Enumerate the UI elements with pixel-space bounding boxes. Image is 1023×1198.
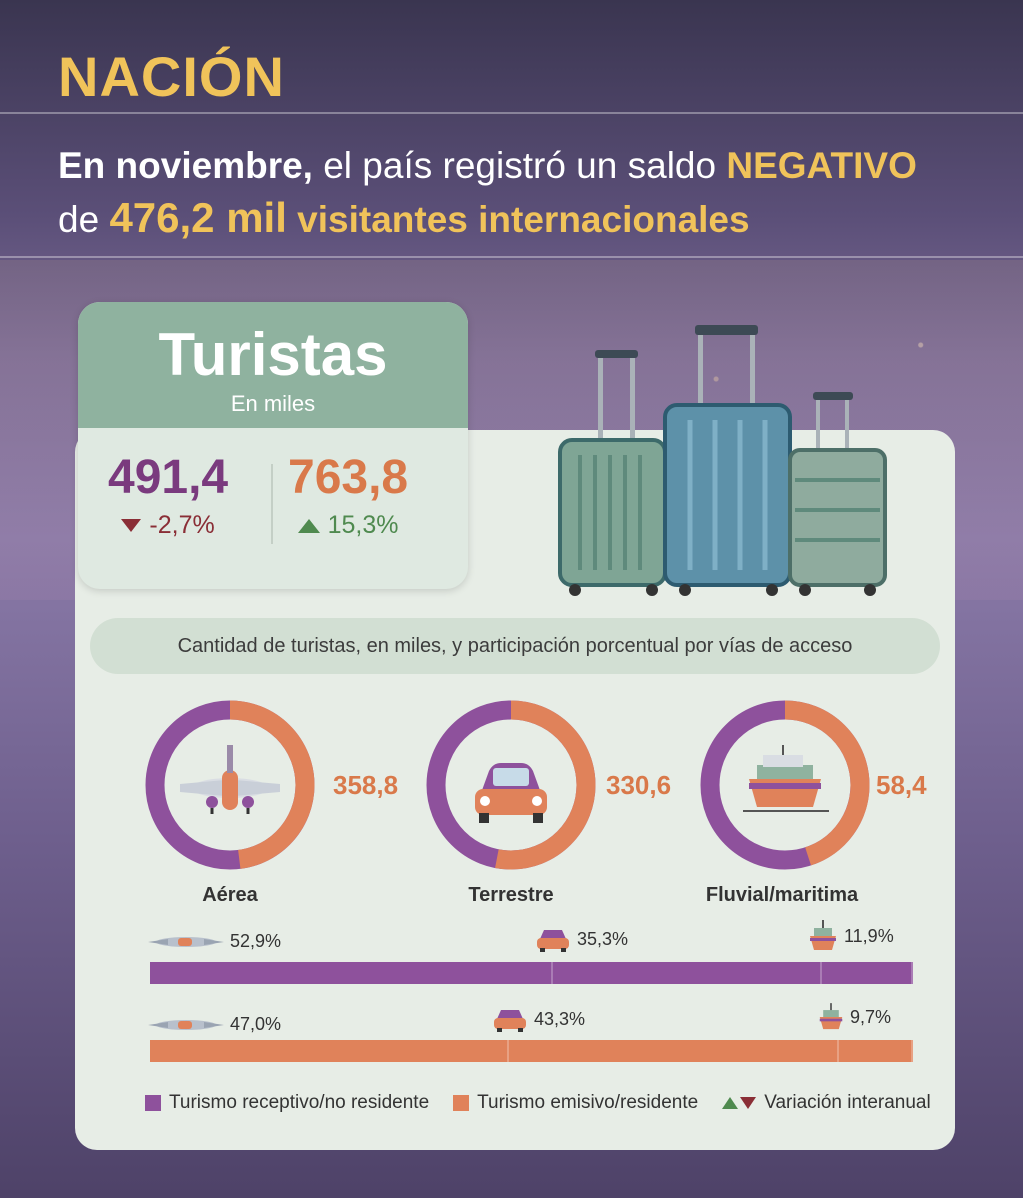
page-title: NACIÓN	[58, 45, 285, 108]
car-icon	[494, 1010, 526, 1032]
triangle-down-icon	[121, 519, 142, 532]
car-icon	[537, 930, 569, 952]
receptive-pct-aerea: 52,9%	[148, 930, 281, 952]
receptive-variation-value: -2,7%	[149, 511, 215, 539]
receptive-pct-label: 11,9%	[844, 925, 894, 946]
airplane-icon	[148, 937, 224, 947]
boat-icon	[819, 1003, 843, 1030]
luggage-icon	[558, 325, 887, 596]
legend-item-emissive: Turismo emisivo/residente	[453, 1092, 698, 1114]
legend-label: Variación interanual	[764, 1092, 931, 1113]
legend-label: Turismo receptivo/no residente	[169, 1092, 430, 1113]
tourists-title: Turistas	[158, 321, 388, 388]
boat-icon	[743, 745, 829, 812]
donut-total-terrestre: 330,6	[606, 770, 672, 800]
headline-rest: el país registró un saldo	[312, 145, 727, 186]
legend-swatch	[453, 1095, 470, 1111]
emissive-bar-segment-fluvial	[838, 1040, 913, 1062]
donut-label-fluvial: Fluvial/maritima	[705, 884, 859, 906]
divider	[0, 112, 1023, 114]
donut-ring-emissive	[426, 700, 596, 870]
receptive-bar-segment-terrestre	[553, 962, 823, 984]
headline-bold: En noviembre,	[58, 145, 313, 186]
emissive-variation-value: 15,3%	[327, 511, 399, 539]
headline: En noviembre, el país registró un saldo …	[58, 140, 998, 246]
receptive-pct-label: 52,9%	[230, 930, 282, 951]
donut-fluvial	[700, 700, 870, 870]
receptive-value: 491,4	[108, 451, 229, 504]
emissive-block: 763,8 15,3%	[288, 450, 408, 540]
donut-ring-emissive	[700, 700, 870, 870]
emissive-variation: 15,3%	[288, 511, 408, 540]
emissive-pct-aerea: 47,0%	[148, 1013, 281, 1035]
divider	[0, 256, 1023, 258]
receptive-bar	[150, 962, 913, 984]
emissive-value: 763,8	[288, 451, 409, 504]
receptive-pct-terrestre: 35,3%	[535, 925, 628, 953]
triangle-up-icon	[722, 1097, 739, 1109]
legend-item-variation: Variación interanual	[722, 1092, 931, 1114]
emissive-pct-label: 43,3%	[534, 1008, 586, 1029]
emissive-pct-label: 47,0%	[230, 1013, 282, 1034]
tourists-card: Turistas En miles 491,4 -2,7% 763,8 15,3…	[78, 302, 468, 589]
headline-pre: de	[58, 199, 110, 240]
receptive-bar-segment-aerea	[150, 962, 554, 984]
headline-number: 476,2 mil	[109, 194, 287, 241]
tourists-values: 491,4 -2,7% 763,8 15,3%	[78, 428, 468, 589]
legend-label: Turismo emisivo/residente	[477, 1092, 699, 1113]
headline-tail: visitantes internacionales	[286, 199, 750, 240]
legend: Turismo receptivo/no residente Turismo e…	[145, 1092, 955, 1114]
receptive-pct-label: 35,3%	[577, 928, 629, 949]
triangle-up-icon	[297, 518, 320, 533]
emissive-pct-fluvial: 9,7%	[818, 1003, 891, 1031]
tourists-unit: En miles	[230, 391, 316, 416]
legend-swatch	[145, 1095, 161, 1111]
emissive-bar-segment-terrestre	[508, 1040, 839, 1062]
receptive-block: 491,4 -2,7%	[108, 450, 228, 540]
donut-aerea	[145, 700, 315, 870]
donut-ring-emissive	[145, 700, 315, 870]
donut-label-terrestre: Terrestre	[468, 884, 554, 906]
triangle-down-icon	[740, 1097, 757, 1109]
emissive-bar-segment-aerea	[150, 1040, 509, 1062]
car-icon	[475, 763, 547, 823]
tourists-card-header: Turistas En miles	[78, 302, 468, 428]
legend-item-receptive: Turismo receptivo/no residente	[145, 1092, 429, 1114]
receptive-variation: -2,7%	[108, 511, 228, 540]
chart-title: Cantidad de turistas, en miles, y partic…	[90, 618, 940, 674]
donut-total-fluvial: 58,4	[876, 770, 927, 800]
receptive-pct-fluvial: 11,9%	[808, 920, 894, 952]
donut-label-aerea: Aérea	[202, 884, 258, 906]
divider	[271, 464, 273, 544]
donut-total-aerea: 358,8	[333, 770, 399, 800]
headline-accent: NEGATIVO	[726, 145, 917, 186]
receptive-bar-segment-fluvial	[822, 962, 913, 984]
airplane-icon	[180, 745, 280, 814]
boat-icon	[810, 920, 836, 950]
airplane-icon	[148, 1020, 224, 1030]
emissive-bar	[150, 1040, 913, 1062]
donut-terrestre	[426, 700, 596, 870]
emissive-pct-label: 9,7%	[850, 1006, 892, 1027]
emissive-pct-terrestre: 43,3%	[492, 1005, 585, 1033]
